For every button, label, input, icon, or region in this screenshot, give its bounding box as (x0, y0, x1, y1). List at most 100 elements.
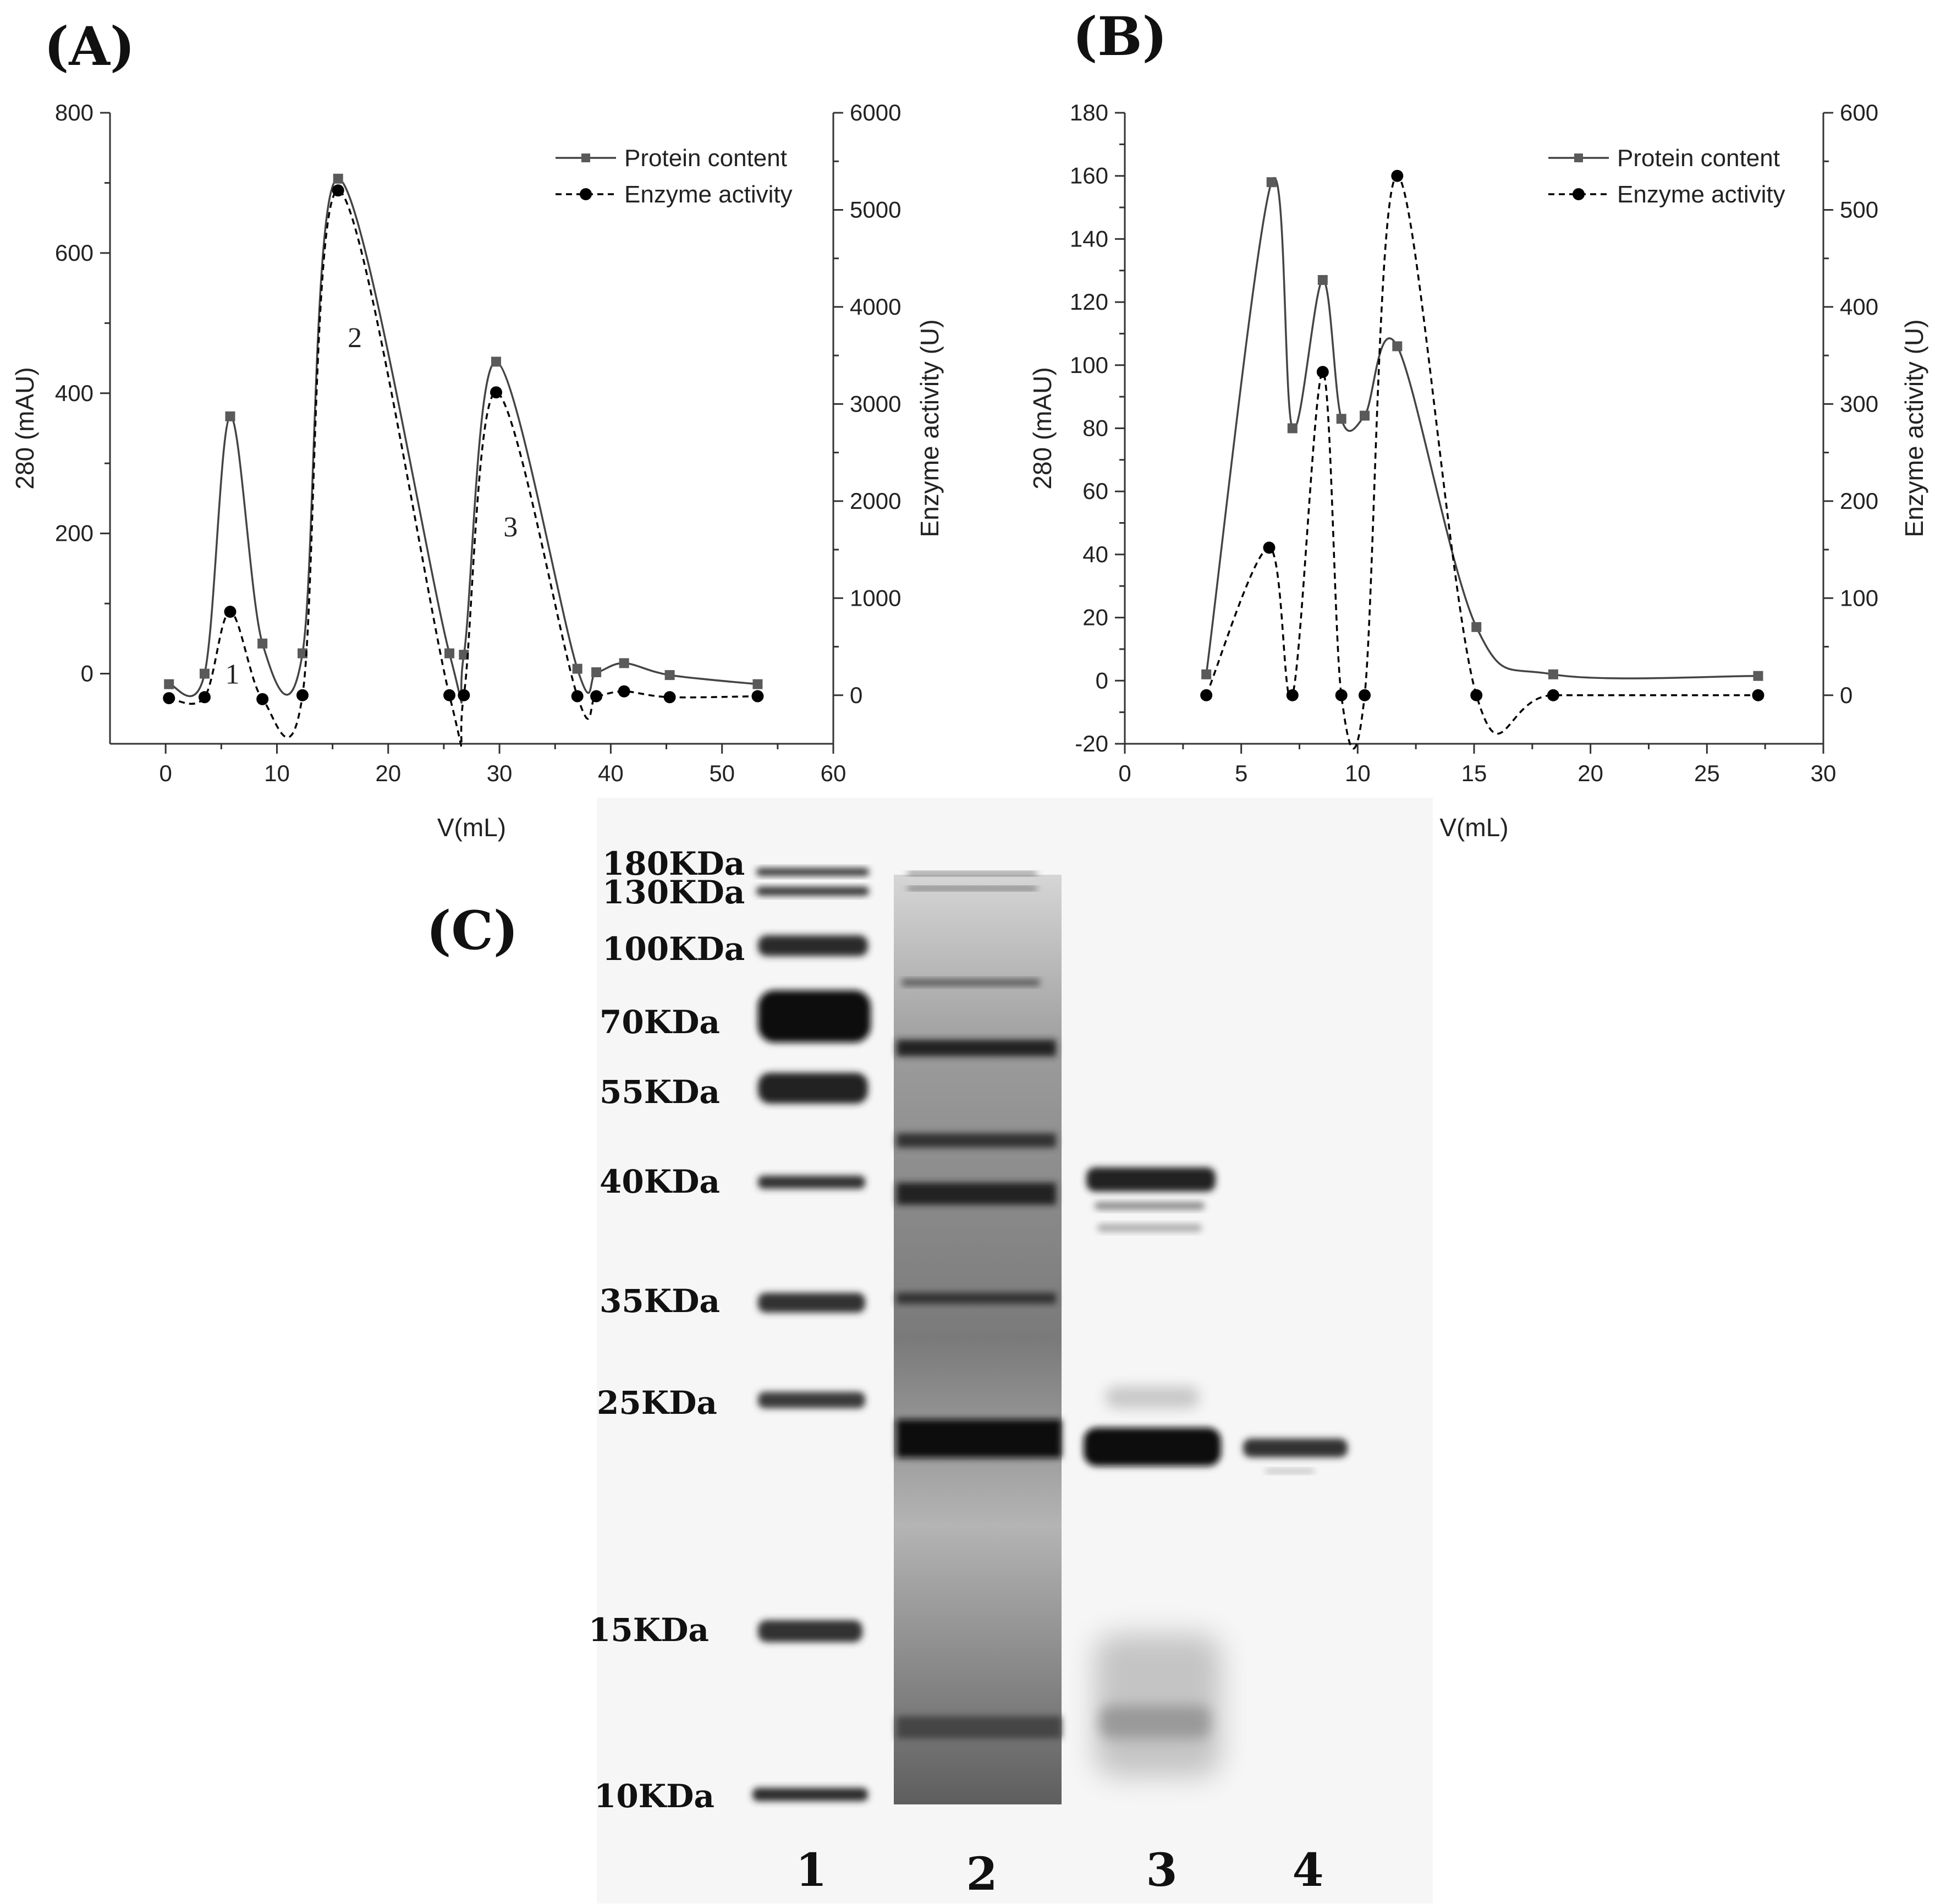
lane-number-3: 3 (1146, 1844, 1177, 1897)
enzyme-activity-point (256, 693, 269, 705)
enzyme-activity-point (751, 690, 764, 703)
protein-content-line (168, 178, 758, 704)
protein-content-point (752, 679, 763, 689)
enzyme-activity-point (1200, 689, 1213, 701)
lane-1-marker-bands (752, 868, 871, 1801)
legend-protein-marker (1574, 153, 1583, 162)
x-tick-label: 0 (159, 760, 172, 786)
protein-content-point (1360, 410, 1370, 421)
marker-band-15 (758, 1620, 862, 1642)
y-left-tick-label: 0 (81, 661, 94, 687)
enzyme-activity-point (224, 606, 237, 618)
y-left-tick-label: 600 (55, 240, 94, 266)
y-left-tick-label: 800 (55, 100, 94, 125)
marker-label-70: 70KDa (600, 1003, 720, 1041)
chart-b-left-axis-title: 280 (mAU) (1028, 367, 1057, 489)
protein-content-point (225, 411, 235, 421)
enzyme-activity-point (1286, 689, 1299, 701)
enzyme-activity-point (618, 685, 630, 698)
chart-b-plot-area (1200, 169, 1764, 750)
panel-c-label: (C) (426, 899, 518, 962)
y-left-tick-label: 160 (1070, 163, 1108, 189)
y-right-tick-label: 600 (1840, 100, 1878, 125)
protein-content-point (664, 670, 675, 681)
protein-content-point (1392, 341, 1403, 352)
protein-content-point (164, 679, 174, 689)
y-left-tick-label: 0 (1096, 667, 1108, 693)
y-right-tick-label: 1000 (850, 585, 901, 611)
protein-content-point (459, 650, 469, 660)
protein-content-point (1266, 177, 1277, 188)
marker-band-130 (756, 887, 869, 896)
x-tick-label: 60 (821, 760, 846, 786)
x-tick-label: 0 (1118, 760, 1131, 786)
lane-4-band (1265, 1469, 1315, 1473)
y-left-tick-label: 60 (1082, 478, 1108, 504)
panel-a-label: (A) (44, 15, 135, 78)
y-left-tick-label: 20 (1082, 605, 1108, 630)
protein-content-point (1548, 669, 1558, 679)
protein-content-point (591, 667, 602, 678)
enzyme-activity-point (1359, 689, 1371, 701)
protein-content-point (257, 638, 268, 649)
y-left-tick-label: 120 (1070, 289, 1108, 315)
protein-content-point (1317, 275, 1328, 285)
marker-size-labels: 180KDa 130KDa 100KDa 70KDa 55KDa 40KDa 3… (589, 845, 745, 1815)
sds-page-gel: 180KDa 130KDa 100KDa 70KDa 55KDa 40KDa 3… (589, 798, 1433, 1903)
lane-2-smear (894, 872, 1062, 1804)
y-right-tick-label: 100 (1840, 585, 1878, 611)
panel-b-label: (B) (1073, 6, 1167, 68)
enzyme-activity-point (458, 689, 470, 701)
legend-enzyme-label: Enzyme activity (624, 181, 793, 208)
y-right-tick-label: 5000 (850, 196, 901, 222)
x-tick-label: 50 (709, 760, 735, 786)
marker-band-40 (758, 1176, 865, 1189)
chart-b-x-axis-title: V(mL) (1439, 813, 1508, 842)
protein-content-point (1471, 622, 1482, 632)
protein-content-point (619, 658, 629, 668)
legend-enzyme-marker (580, 188, 592, 200)
protein-content-point (572, 663, 582, 674)
protein-content-point (1287, 423, 1298, 434)
y-right-tick-label: 500 (1840, 196, 1878, 222)
lane-3-band (1097, 1224, 1202, 1232)
protein-content-point (1201, 669, 1212, 679)
legend-protein-label: Protein content (624, 145, 787, 172)
chart-a-right-axis-title: Enzyme activity (U) (915, 319, 944, 537)
y-right-tick-label: 2000 (850, 488, 901, 514)
marker-band-70 (758, 990, 871, 1042)
lane-number-labels: 1 2 3 4 (795, 1844, 1323, 1901)
lane-2-band (897, 1133, 1056, 1148)
enzyme-activity-point (332, 184, 344, 197)
x-tick-label: 15 (1461, 760, 1487, 786)
chart-a-peak-label-2: 2 (348, 322, 362, 354)
y-right-tick-label: 200 (1840, 488, 1878, 514)
marker-label-40: 40KDa (600, 1163, 720, 1200)
enzyme-activity-point (296, 689, 309, 701)
lane-2-smear-body (894, 875, 1062, 1804)
chart-b-right-axis-title: Enzyme activity (U) (1900, 319, 1928, 537)
lane-2-band (908, 887, 1037, 890)
enzyme-activity-point (1391, 169, 1404, 182)
protein-content-point (297, 648, 307, 659)
x-tick-label: 5 (1235, 760, 1247, 786)
lane-2-band (897, 1293, 1056, 1304)
chart-b-axes: 0 5 10 15 20 25 30 -20 0 20 40 60 80 100 120 140 160 180 0… (1070, 100, 1878, 786)
x-tick-label: 30 (487, 760, 513, 786)
chart-a-peak-label-3: 3 (503, 512, 518, 543)
protein-content-point (1753, 671, 1763, 681)
protein-content-point (491, 356, 502, 367)
protein-content-point (199, 668, 210, 679)
legend-protein-marker (581, 153, 590, 162)
legend-enzyme-marker (1573, 188, 1585, 200)
marker-label-100: 100KDa (602, 930, 745, 968)
chart-a-x-axis-title: V(mL) (437, 813, 506, 842)
marker-band-35 (758, 1293, 865, 1313)
chart-b-legend: Protein content Enzyme activity (1548, 145, 1785, 208)
enzyme-activity-line (1205, 174, 1758, 750)
marker-band-10 (752, 1788, 868, 1801)
lane-4-band-main (1243, 1439, 1348, 1457)
y-left-tick-label: 140 (1070, 226, 1108, 251)
marker-label-130: 130KDa (602, 874, 745, 911)
lane-3-band (1095, 1202, 1205, 1210)
